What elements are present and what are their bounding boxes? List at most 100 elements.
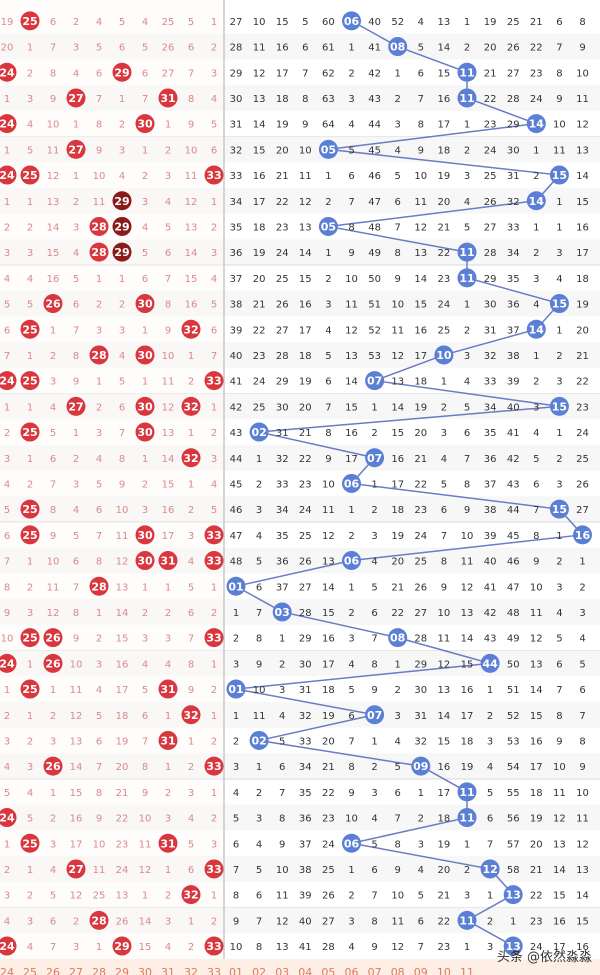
right-miss-count: 15 xyxy=(530,711,543,722)
left-miss-count: 6 xyxy=(73,557,79,568)
red-ball xyxy=(158,551,178,571)
blue-ball xyxy=(549,396,569,416)
right-miss-count: 10 xyxy=(253,685,266,696)
right-miss-count: 35 xyxy=(230,222,243,233)
left-miss-count: 1 xyxy=(96,377,102,388)
left-miss-count: 12 xyxy=(139,865,152,876)
right-miss-count: 2 xyxy=(348,68,354,79)
left-miss-count: 6 xyxy=(142,711,148,722)
left-miss-count: 2 xyxy=(211,685,217,696)
left-miss-count: 3 xyxy=(211,248,217,259)
right-miss-count: 1 xyxy=(371,402,377,413)
right-miss-count: 21 xyxy=(576,351,589,362)
left-miss-count: 9 xyxy=(50,94,56,105)
red-ball xyxy=(181,885,201,905)
red-ball xyxy=(20,628,40,648)
right-miss-count: 16 xyxy=(553,916,566,927)
right-miss-count: 4 xyxy=(395,145,401,156)
right-miss-count: 6 xyxy=(325,377,331,388)
left-miss-count: 2 xyxy=(27,68,33,79)
right-miss-count: 13 xyxy=(576,865,589,876)
right-miss-count: 35 xyxy=(507,274,520,285)
footer-right-label: 04 xyxy=(298,966,312,975)
right-miss-count: 3 xyxy=(556,479,562,490)
left-miss-count: 1 xyxy=(27,557,33,568)
red-ball xyxy=(204,551,224,571)
right-miss-count: 9 xyxy=(371,942,377,953)
right-miss-count: 5 xyxy=(533,454,539,465)
left-miss-count: 2 xyxy=(142,171,148,182)
right-miss-count: 16 xyxy=(438,94,451,105)
left-miss-count: 2 xyxy=(50,711,56,722)
right-miss-count: 17 xyxy=(253,197,266,208)
right-miss-count: 19 xyxy=(299,377,312,388)
red-ball-number: 25 xyxy=(22,169,37,182)
blue-ball xyxy=(342,551,361,571)
right-miss-count: 28 xyxy=(230,43,243,54)
left-miss-count: 14 xyxy=(70,762,83,773)
right-miss-count: 8 xyxy=(579,736,585,747)
row-stripe xyxy=(0,599,600,625)
left-miss-count: 3 xyxy=(50,377,56,388)
row-stripe xyxy=(0,804,600,831)
left-miss-count: 2 xyxy=(211,814,217,825)
right-miss-count: 7 xyxy=(441,531,447,542)
blue-ball-number: 11 xyxy=(459,786,474,799)
right-miss-count: 12 xyxy=(299,197,312,208)
right-miss-count: 27 xyxy=(299,582,312,593)
right-miss-count: 21 xyxy=(276,171,289,182)
right-miss-count: 2 xyxy=(325,274,331,285)
red-ball-number: 24 xyxy=(0,118,15,131)
right-miss-count: 5 xyxy=(233,814,239,825)
red-ball xyxy=(66,139,86,159)
right-miss-count: 10 xyxy=(299,145,312,156)
right-miss-count: 18 xyxy=(391,505,404,516)
red-ball xyxy=(20,319,40,339)
red-ball-number: 30 xyxy=(137,555,153,568)
left-miss-count: 8 xyxy=(73,608,79,619)
footer-left-label: 29 xyxy=(115,966,129,975)
right-miss-count: 44 xyxy=(368,120,381,131)
right-miss-count: 58 xyxy=(507,865,520,876)
right-miss-count: 8 xyxy=(579,17,585,28)
right-miss-count: 1 xyxy=(256,762,262,773)
right-miss-count: 3 xyxy=(464,891,470,902)
left-miss-count: 4 xyxy=(73,505,79,516)
right-miss-count: 8 xyxy=(348,762,354,773)
left-miss-count: 2 xyxy=(142,479,148,490)
right-miss-count: 27 xyxy=(576,505,589,516)
right-miss-count: 39 xyxy=(507,377,520,388)
blue-ball xyxy=(457,910,477,930)
left-miss-count: 3 xyxy=(50,736,56,747)
left-miss-count: 5 xyxy=(119,377,125,388)
right-miss-count: 1 xyxy=(556,222,562,233)
right-miss-count: 10 xyxy=(576,68,589,79)
blue-ball-number: 07 xyxy=(367,452,382,465)
right-miss-count: 10 xyxy=(253,17,266,28)
right-miss-count: 31 xyxy=(276,428,289,439)
left-miss-count: 2 xyxy=(188,762,194,773)
right-miss-count: 13 xyxy=(391,377,404,388)
row-stripe xyxy=(0,496,600,522)
red-ball-number: 26 xyxy=(45,298,61,311)
red-ball xyxy=(204,756,224,776)
blue-ball xyxy=(549,294,569,314)
right-miss-count: 50 xyxy=(368,274,381,285)
blue-ball xyxy=(503,936,523,956)
left-miss-count: 2 xyxy=(27,736,33,747)
right-miss-count: 24 xyxy=(530,942,543,953)
footer-left-label: 31 xyxy=(161,966,175,975)
left-miss-count: 2 xyxy=(119,120,125,131)
right-miss-count: 2 xyxy=(371,428,377,439)
red-ball xyxy=(20,679,40,699)
right-miss-count: 28 xyxy=(414,634,427,645)
left-miss-count: 26 xyxy=(116,916,129,927)
red-ball xyxy=(20,165,40,185)
right-miss-count: 34 xyxy=(299,762,312,773)
right-miss-count: 6 xyxy=(418,916,424,927)
right-miss-count: 1 xyxy=(395,68,401,79)
right-miss-count: 3 xyxy=(579,608,585,619)
left-miss-count: 21 xyxy=(116,788,129,799)
right-miss-count: 17 xyxy=(322,659,335,670)
left-miss-count: 7 xyxy=(50,479,56,490)
